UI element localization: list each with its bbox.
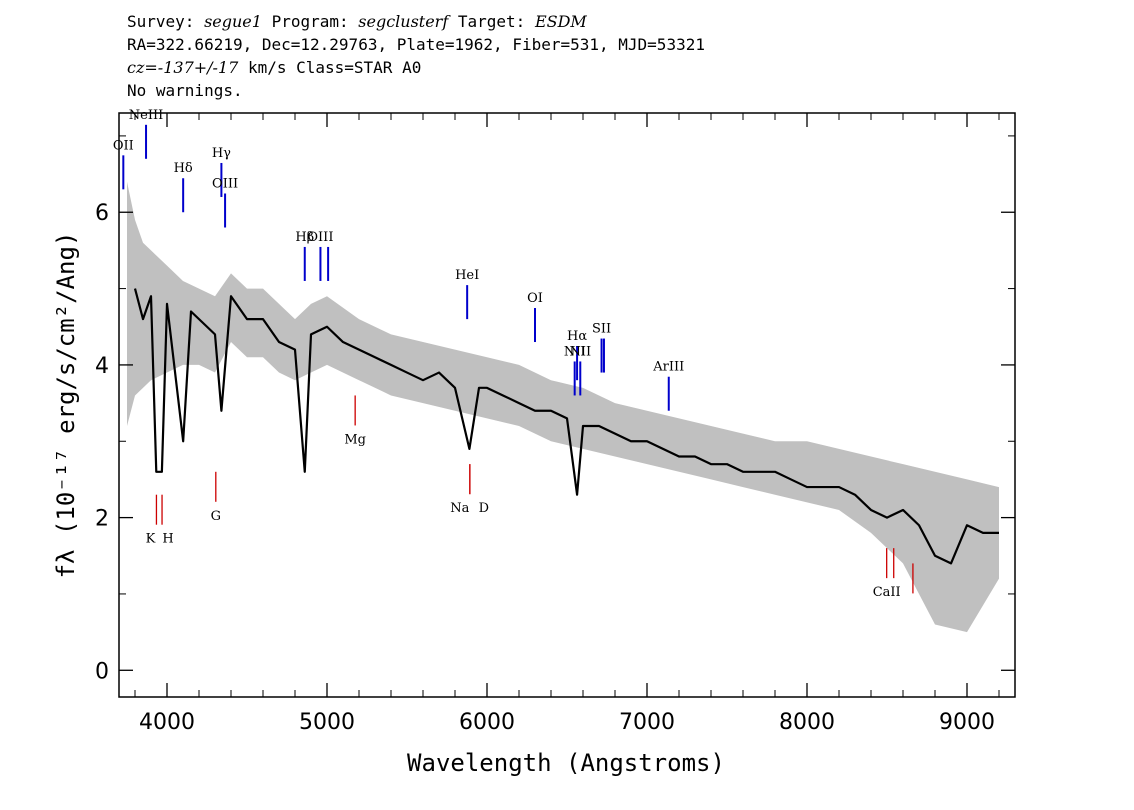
error-band-layer <box>127 181 999 633</box>
x-tick-label: 6000 <box>459 710 515 735</box>
y-tick-label: 0 <box>95 659 109 684</box>
plot-frame <box>118 112 1016 698</box>
program-label: Program: <box>261 12 359 31</box>
target-value: ESDM <box>534 12 587 31</box>
y-tick-label: 6 <box>95 201 109 226</box>
header-line-redshift: cz=-137+/-17 km/s Class=STAR A0 <box>127 56 705 79</box>
absorption-line-label: K <box>146 532 156 547</box>
header-line-warnings: No warnings. <box>127 81 243 100</box>
spectrum-header: Survey: segue1 Program: segclusterf Targ… <box>127 10 705 102</box>
x-tick-label: 4000 <box>139 710 195 735</box>
absorption-line-label: Mg <box>344 432 366 447</box>
emission-line-label: Hα <box>567 329 587 344</box>
class-text: km/s Class=STAR A0 <box>238 58 422 77</box>
absorption-line-label: Na <box>450 501 469 516</box>
line-marker-layer: OIINeIIIHδHγOIIIHβOIIIHeIOINIIHαNIISIIAr… <box>113 108 914 600</box>
x-tick-label: 5000 <box>299 710 355 735</box>
emission-line-label: NII <box>569 344 591 359</box>
error-band <box>127 181 999 633</box>
x-tick-label: 8000 <box>779 710 835 735</box>
emission-line-label: Hβ <box>295 230 314 245</box>
survey-value: segue1 <box>204 12 262 31</box>
spectrum-layer <box>133 288 999 565</box>
y-tick-label: 2 <box>95 507 109 532</box>
axes-layer: 4000 5000 6000 7000 8000 9000 0 2 4 6 <box>95 112 1016 735</box>
x-tick-label: 9000 <box>939 710 995 735</box>
cz-value: cz=-137+/-17 <box>127 58 239 77</box>
emission-line-label: OIII <box>212 177 238 192</box>
header-line-survey: Survey: segue1 Program: segclusterf Targ… <box>127 10 705 33</box>
survey-label: Survey: <box>127 12 205 31</box>
emission-line-label: OIII <box>307 230 333 245</box>
absorption-line-label: D <box>479 501 489 516</box>
x-axis-title: Wavelength (Angstroms) <box>407 749 725 777</box>
header-line-coordinates: RA=322.66219, Dec=12.29763, Plate=1962, … <box>127 35 705 54</box>
emission-line-label: ArIII <box>652 360 684 375</box>
absorption-line-label: G <box>211 509 221 524</box>
emission-line-label: OII <box>113 138 134 153</box>
emission-line-label: HeI <box>455 268 479 283</box>
absorption-line-label: CaII <box>873 585 901 600</box>
y-axis-title: fλ (10⁻¹⁷ erg/s/cm²/Ang) <box>52 232 80 579</box>
emission-line-label: SII <box>592 322 611 337</box>
absorption-line-label: H <box>162 532 173 547</box>
emission-line-label: NII <box>564 344 586 359</box>
target-label: Target: <box>448 12 535 31</box>
x-tick-label: 7000 <box>619 710 675 735</box>
y-tick-label: 4 <box>95 354 109 379</box>
emission-line-label: NeIII <box>129 108 163 123</box>
program-value: segclusterf <box>358 12 449 31</box>
emission-line-label: OI <box>527 291 543 306</box>
emission-line-label: Hδ <box>174 161 193 176</box>
spectrum-line <box>133 288 999 565</box>
emission-line-label: Hγ <box>212 146 231 161</box>
